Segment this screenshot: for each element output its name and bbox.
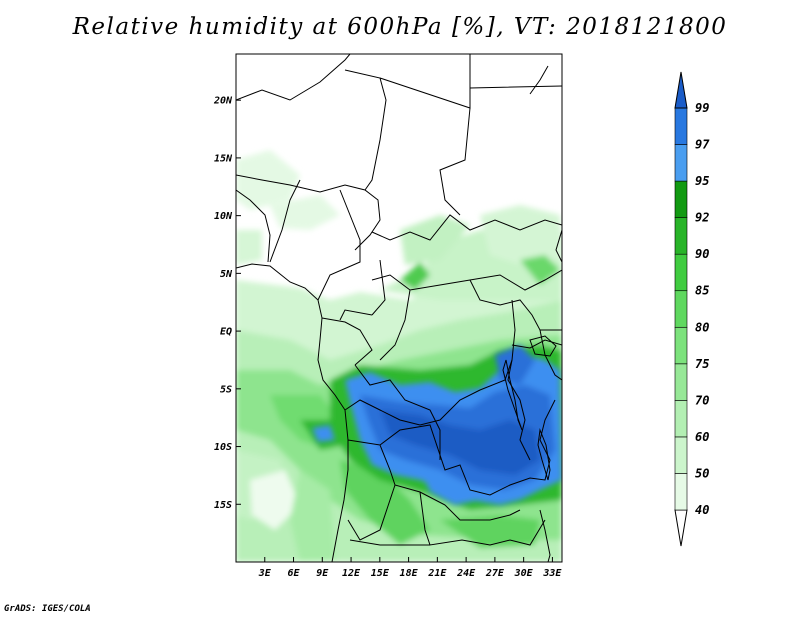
humidity-field — [236, 54, 562, 562]
border-south — [347, 399, 556, 546]
plot-title: Relative humidity at 600hPa [%], VT: 201… — [72, 14, 728, 40]
map-frame — [235, 53, 563, 563]
border-east — [507, 299, 562, 461]
colorbar-label: 85 — [695, 284, 709, 298]
lat-tick-label: 10N — [214, 211, 233, 222]
colorbar-segment — [674, 290, 688, 328]
latitude-axis: 20N 15N 10N 5N EQ 5S 10S 15S — [213, 96, 241, 511]
lon-tick-label: 24E — [456, 568, 476, 579]
lon-tick-label: 6E — [288, 568, 301, 579]
border-sahel — [236, 174, 381, 301]
colorbar-lower-arrow — [674, 509, 688, 547]
lat-tick-label: 15N — [214, 153, 233, 164]
lat-tick-label: 10S — [214, 442, 232, 453]
colorbar-label: 97 — [695, 138, 710, 152]
lake-victoria — [529, 335, 557, 357]
colorbar-segment — [674, 217, 688, 255]
lon-tick-label: 33E — [542, 568, 562, 579]
border-congo-basin — [321, 317, 513, 460]
lat-tick-label: 5S — [220, 384, 232, 395]
lat-tick-label: EQ — [220, 327, 232, 338]
red-sea-coast — [529, 65, 549, 95]
lake-tanganyika — [502, 359, 523, 431]
country-borders — [236, 54, 562, 562]
longitude-axis: 3E 6E 9E 12E 15E 18E 21E 24E 27E 30E 33E — [258, 557, 562, 579]
colorbar-label: 40 — [695, 503, 709, 517]
grads-credit: GrADS: IGES/COLA — [4, 604, 91, 614]
lat-tick-label: 5N — [220, 269, 233, 280]
coast-east — [539, 229, 562, 562]
lat-tick-label: 20N — [213, 96, 233, 107]
colorbar-label: 50 — [695, 466, 709, 480]
lon-tick-label: 27E — [485, 568, 505, 579]
coastline-west-africa — [236, 263, 349, 562]
lon-tick-label: 9E — [316, 568, 329, 579]
colorbar-label: 70 — [695, 393, 709, 407]
border-central — [339, 214, 562, 361]
lon-tick-label: 12E — [342, 568, 361, 579]
colorbar-label: 90 — [695, 247, 709, 261]
lon-tick-label: 30E — [514, 568, 534, 579]
colorbar-label: 92 — [695, 211, 709, 225]
colorbar-segment — [674, 473, 688, 511]
colorbar-segment — [674, 144, 688, 182]
colorbar: 40 50 60 70 75 80 85 90 92 95 97 99 — [674, 71, 710, 547]
colorbar-segment — [674, 326, 688, 365]
colorbar-upper-arrow — [674, 71, 688, 109]
colorbar-segment — [674, 436, 688, 474]
colorbar-label: 75 — [695, 357, 709, 371]
colorbar-label: 60 — [695, 430, 709, 444]
lon-tick-label: 3E — [258, 568, 272, 579]
lat-tick-label: 15S — [214, 500, 232, 511]
colorbar-segment — [674, 400, 688, 438]
border-north — [236, 54, 562, 216]
lon-tick-label: 18E — [400, 568, 419, 579]
colorbar-label: 99 — [695, 101, 709, 115]
lon-tick-label: 21E — [427, 568, 447, 579]
colorbar-segment — [674, 107, 688, 145]
colorbar-segment — [674, 180, 688, 218]
lon-tick-label: 15E — [371, 568, 390, 579]
colorbar-segment — [674, 363, 688, 401]
colorbar-segment — [674, 253, 688, 292]
colorbar-label: 95 — [695, 174, 709, 188]
colorbar-label: 80 — [695, 320, 709, 334]
lake-malawi — [537, 428, 551, 481]
